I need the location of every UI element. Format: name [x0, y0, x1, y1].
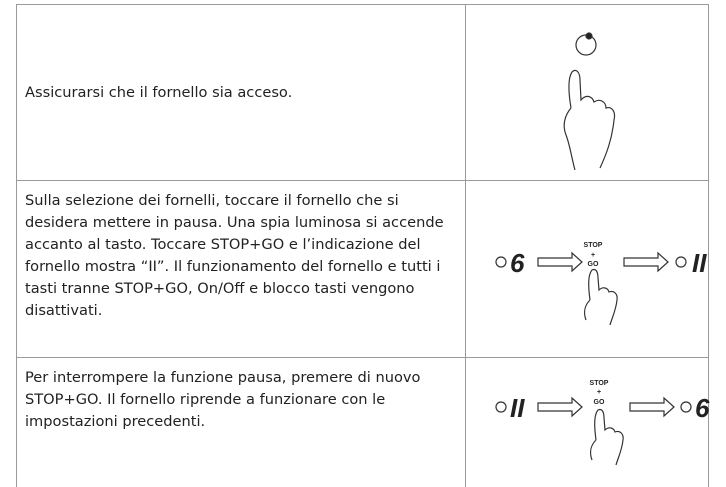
- button-label: GO: [594, 399, 605, 406]
- row-illustration: [465, 180, 709, 357]
- page: Assicurarsi che il fornello sia acceso. …: [16, 4, 710, 487]
- display-value: 6: [695, 393, 710, 423]
- hand-icon: [563, 32, 616, 171]
- row-illustration: [465, 4, 709, 180]
- illustrations: 6 STOP + GO II II STOP + GO 6: [495, 32, 710, 466]
- button-label: STOP: [590, 380, 609, 387]
- row-text: Per interrompere la funzione pausa, prem…: [16, 357, 465, 487]
- text: Per interrompere la funzione pausa, prem…: [25, 369, 421, 430]
- row-text: Assicurarsi che il fornello sia acceso.: [16, 4, 465, 180]
- text: Assicurarsi che il fornello sia acceso.: [25, 83, 293, 101]
- button-label: STOP: [584, 242, 603, 249]
- button-label: +: [597, 389, 601, 396]
- button-label: +: [591, 252, 595, 259]
- button-label: GO: [588, 261, 599, 268]
- display-value: 6: [510, 248, 525, 278]
- display-value: II: [692, 248, 707, 278]
- sequence-icon: [495, 396, 692, 466]
- row-text: Sulla selezione dei fornelli, toccare il…: [16, 180, 465, 357]
- text: Sulla selezione dei fornelli, toccare il…: [25, 192, 444, 319]
- display-value: II: [510, 393, 525, 423]
- sequence-icon: [495, 251, 687, 326]
- row-illustration: [465, 357, 709, 487]
